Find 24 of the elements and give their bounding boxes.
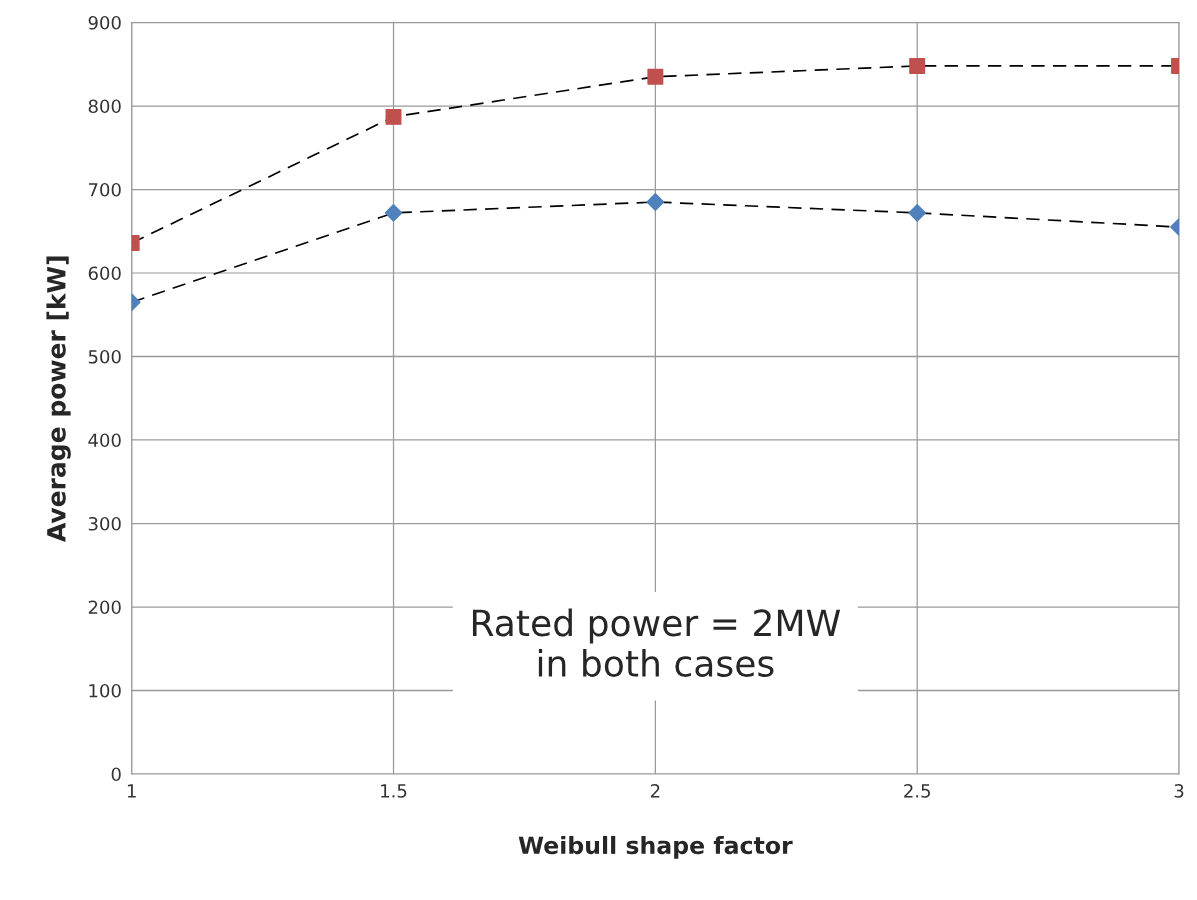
x-axis-title: Weibull shape factor xyxy=(518,835,793,859)
x-tick-label: 2 xyxy=(650,784,660,798)
x-tick-label: 2.5 xyxy=(904,784,930,798)
x-tick-label: 1.5 xyxy=(381,784,407,798)
y-tick-label: 300 xyxy=(88,516,121,531)
y-tick-label: 500 xyxy=(88,349,121,364)
y-tick-label: 800 xyxy=(88,99,121,114)
y-tick-label: 600 xyxy=(88,266,121,281)
y-tick-label: 0 xyxy=(111,767,121,782)
point xyxy=(646,193,665,211)
y-tick-label: 100 xyxy=(89,683,121,698)
point xyxy=(908,203,927,222)
y-tick-label: 200 xyxy=(88,600,121,615)
y-tick-label: 900 xyxy=(88,15,121,30)
annotation: Rated power = 2MW in both cases xyxy=(472,608,841,677)
point xyxy=(385,108,402,125)
y-tick-label: 400 xyxy=(88,433,121,448)
point xyxy=(647,68,664,85)
x-tick-label: 3 xyxy=(1174,784,1184,798)
x-tick-label: 1 xyxy=(127,784,136,798)
y-tick-label: 700 xyxy=(88,182,121,197)
point xyxy=(384,203,403,222)
y-axis-title: Average power [kW] xyxy=(46,256,71,542)
point xyxy=(909,57,926,74)
